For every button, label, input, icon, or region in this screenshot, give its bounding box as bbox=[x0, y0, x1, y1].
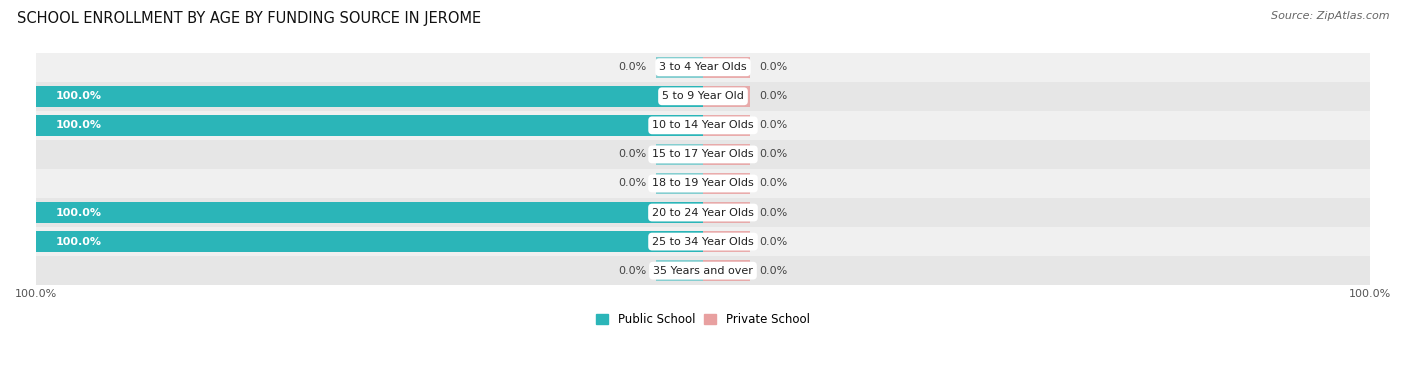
Text: 0.0%: 0.0% bbox=[619, 266, 647, 276]
Text: 0.0%: 0.0% bbox=[759, 120, 787, 130]
Bar bbox=[37, 53, 1369, 82]
Text: 25 to 34 Year Olds: 25 to 34 Year Olds bbox=[652, 237, 754, 247]
Bar bbox=[37, 82, 1369, 111]
Bar bbox=[657, 57, 703, 78]
Bar bbox=[37, 227, 1369, 256]
Bar bbox=[703, 173, 749, 194]
Text: 100.0%: 100.0% bbox=[56, 120, 103, 130]
Bar bbox=[37, 115, 703, 136]
Bar bbox=[657, 144, 703, 165]
Text: 5 to 9 Year Old: 5 to 9 Year Old bbox=[662, 91, 744, 101]
Text: 0.0%: 0.0% bbox=[759, 91, 787, 101]
Bar bbox=[703, 144, 749, 165]
Bar bbox=[37, 202, 703, 223]
Text: 35 Years and over: 35 Years and over bbox=[652, 266, 754, 276]
Bar bbox=[657, 260, 703, 281]
Bar bbox=[37, 86, 703, 107]
Bar bbox=[37, 140, 1369, 169]
Legend: Public School, Private School: Public School, Private School bbox=[592, 308, 814, 330]
Bar bbox=[703, 260, 749, 281]
Text: 0.0%: 0.0% bbox=[619, 62, 647, 72]
Bar bbox=[703, 202, 749, 223]
Text: Source: ZipAtlas.com: Source: ZipAtlas.com bbox=[1271, 11, 1389, 21]
Bar bbox=[703, 86, 749, 107]
Text: 0.0%: 0.0% bbox=[619, 149, 647, 159]
Text: 20 to 24 Year Olds: 20 to 24 Year Olds bbox=[652, 207, 754, 218]
Text: 18 to 19 Year Olds: 18 to 19 Year Olds bbox=[652, 178, 754, 188]
Text: 0.0%: 0.0% bbox=[759, 178, 787, 188]
Bar bbox=[703, 57, 749, 78]
Bar bbox=[37, 231, 703, 252]
Bar bbox=[37, 198, 1369, 227]
Text: 0.0%: 0.0% bbox=[759, 266, 787, 276]
Text: 0.0%: 0.0% bbox=[619, 178, 647, 188]
Text: 100.0%: 100.0% bbox=[56, 237, 103, 247]
Bar bbox=[37, 169, 1369, 198]
Text: 0.0%: 0.0% bbox=[759, 62, 787, 72]
Text: 0.0%: 0.0% bbox=[759, 207, 787, 218]
Bar bbox=[703, 115, 749, 136]
Text: 100.0%: 100.0% bbox=[56, 207, 103, 218]
Text: 15 to 17 Year Olds: 15 to 17 Year Olds bbox=[652, 149, 754, 159]
Text: 0.0%: 0.0% bbox=[759, 237, 787, 247]
Text: 100.0%: 100.0% bbox=[56, 91, 103, 101]
Bar bbox=[37, 256, 1369, 285]
Text: 3 to 4 Year Olds: 3 to 4 Year Olds bbox=[659, 62, 747, 72]
Bar bbox=[37, 111, 1369, 140]
Text: SCHOOL ENROLLMENT BY AGE BY FUNDING SOURCE IN JEROME: SCHOOL ENROLLMENT BY AGE BY FUNDING SOUR… bbox=[17, 11, 481, 26]
Bar bbox=[703, 231, 749, 252]
Text: 10 to 14 Year Olds: 10 to 14 Year Olds bbox=[652, 120, 754, 130]
Bar bbox=[657, 173, 703, 194]
Text: 0.0%: 0.0% bbox=[759, 149, 787, 159]
